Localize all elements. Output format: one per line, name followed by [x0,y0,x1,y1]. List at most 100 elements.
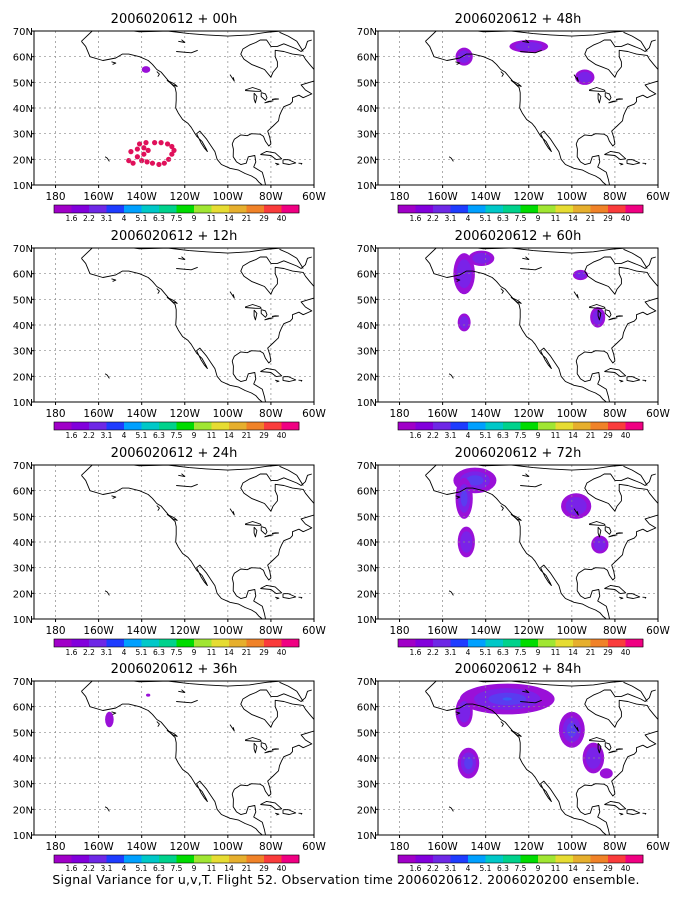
colorbar-label: 21 [242,431,252,440]
lake-outline [178,256,186,261]
panel-4: 2006020612 + 60h 180 160W 140W 120W 100W 80W 60… [357,229,671,440]
colorbar-label: 9 [192,214,197,223]
colorbar-label: 29 [603,431,613,440]
colorbar-swatch [573,639,591,647]
colorbar-label: 11 [207,214,217,223]
coastline-island [260,367,283,378]
x-tick-label: 100W [213,408,244,420]
colorbar-swatch [520,205,539,213]
variance-field [455,683,613,779]
coastline-island [455,61,461,65]
colorbar-label: 14 [224,864,234,873]
observation-point [141,151,147,157]
colorbar-swatch [555,639,574,647]
grid [378,681,659,835]
variance-contour [458,701,471,723]
coastline-island [298,812,303,815]
colorbar-swatch [485,422,504,430]
colorbar-swatch [229,205,247,213]
colorbar-swatch [281,855,300,863]
lake-outline [271,315,279,317]
colorbar-label: 11 [551,431,561,440]
colorbar-label: 7.5 [515,864,527,873]
lake-outline [178,689,186,693]
y-tick-label: 60N [357,703,377,714]
y-tick-label: 10N [13,398,33,409]
colorbar-label: 6.3 [497,214,509,223]
x-tick-label: 120W [170,625,201,637]
coastline-island [604,150,627,161]
panel-title: 2006020612 + 00h [111,12,238,27]
coastline-island [279,248,304,269]
colorbar-label: 1.6 [66,864,78,873]
grid [34,248,315,402]
y-tick-label: 60N [13,270,33,281]
coastline-island [282,593,297,599]
coastline-island [282,809,297,815]
coastline-island [510,79,522,87]
y-tick-label: 50N [357,512,377,523]
observation-point [143,140,149,146]
coastline-island [156,71,160,77]
coastline-island [623,681,648,702]
coastline-island [510,729,522,737]
variance-contour [566,722,578,737]
colorbar-label: 7.5 [171,864,183,873]
colorbar-swatch [71,422,90,430]
lake-outline [253,92,258,104]
observation-point [144,159,150,165]
colorbar-label: 40 [277,864,287,873]
colorbar-swatch [625,855,644,863]
colorbar-swatch [450,205,469,213]
x-tick-label: 140W [470,625,501,637]
x-tick-label: 140W [126,841,157,853]
y-tick-label: 20N [13,155,33,166]
lake-outline [271,98,279,100]
colorbar-swatch [141,422,160,430]
colorbar-label: 2.2 [427,431,439,440]
coastline-island [111,495,117,499]
variance-contour [593,538,606,551]
colorbar-frame [53,638,300,648]
colorbar-label: 5.1 [136,864,148,873]
colorbar-swatch [229,422,247,430]
lake-outline [588,737,606,742]
colorbar-swatch [106,855,125,863]
panel-8: 2006020612 + 84h 180 160W 140W 120W 100W 80W 60… [357,662,671,873]
lake-outline [253,526,258,538]
x-tick-label: 160W [83,841,114,853]
lake-outline [608,317,618,321]
colorbar-label: 4 [122,431,127,440]
grid [34,465,315,619]
colorbar-swatch [433,855,451,863]
colorbar-swatch [229,855,247,863]
colorbar-swatch [264,639,282,647]
coastline-island [111,711,117,715]
x-tick-label: 100W [557,408,588,420]
y-tick-label: 50N [357,78,377,89]
y-tick-label: 30N [13,564,33,575]
coastline-island [282,376,297,382]
y-tick-label: 70N [13,27,33,38]
colorbar-label: 40 [277,431,287,440]
coastline-mainland [425,465,658,619]
colorbar-label: 21 [586,648,596,657]
y-tick-label: 50N [13,512,33,523]
coastline-island [626,593,641,599]
colorbar-label: 9 [536,864,541,873]
x-tick-label: 120W [514,191,545,203]
x-tick-label: 160W [427,841,458,853]
lake-outline [520,699,542,704]
colorbar: 1.6 2.2 3.1 4 5.1 6.3 7.5 9 11 14 21 29 40 [397,204,644,223]
y-tick-label: 40N [357,321,377,332]
x-tick-label: 180 [46,408,66,420]
colorbar-swatch [159,855,177,863]
lake-outline [253,742,258,754]
colorbar-label: 11 [551,214,561,223]
y-tick-label: 10N [13,615,33,626]
y-tick-label: 20N [13,805,33,816]
lake-outline [229,724,235,732]
coastline-island [104,590,110,596]
observation-point [145,147,151,153]
lake-outline [573,291,579,299]
